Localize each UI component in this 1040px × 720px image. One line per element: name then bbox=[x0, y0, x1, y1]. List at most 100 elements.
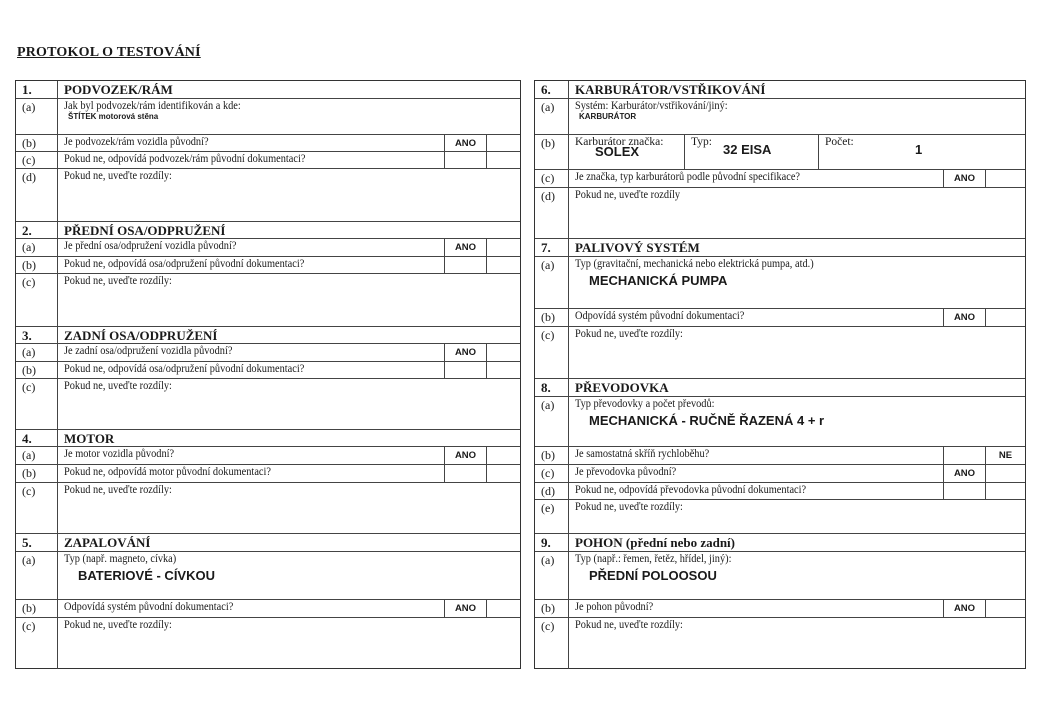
row-number: (e) bbox=[535, 500, 569, 533]
section-header: 9. POHON (přední nebo zadní) bbox=[535, 533, 1025, 551]
right-form-table: 6. KARBURÁTOR/VSTŘIKOVÁNÍ (a) Systém: Karbu… bbox=[534, 80, 1026, 669]
question-text: Odpovídá systém původní dokumentaci? bbox=[58, 600, 444, 617]
section-title: ZADNÍ OSA/ODPRUŽENÍ bbox=[64, 328, 218, 343]
answer-yes-box[interactable]: ANO bbox=[943, 309, 985, 326]
row-number: (b) bbox=[16, 362, 58, 378]
answer-value[interactable]: BATERIOVÉ - CÍVKOU bbox=[78, 568, 215, 583]
carburetor-brand-field[interactable]: Karburátor značka: SOLEX bbox=[569, 135, 684, 169]
answer-no-box[interactable] bbox=[486, 239, 520, 256]
form-row: (b) Pokud ne, odpovídá osa/odpružení půvo… bbox=[16, 256, 520, 273]
answer-no-box[interactable] bbox=[985, 483, 1025, 499]
row-number: 4. bbox=[16, 430, 58, 446]
row-number: 2. bbox=[16, 222, 58, 238]
row-number: (c) bbox=[16, 379, 58, 429]
answer-no-box[interactable] bbox=[486, 447, 520, 464]
answer-no-box[interactable] bbox=[985, 170, 1025, 187]
answer-value[interactable]: PŘEDNÍ POLOOSOU bbox=[589, 568, 717, 583]
answer-yes-box[interactable] bbox=[444, 362, 486, 378]
form-row: (b) Pokud ne, odpovídá osa/odpružení půvo… bbox=[16, 361, 520, 378]
answer-yes-box[interactable] bbox=[943, 483, 985, 499]
question-label: Je značka, typ karburátorů podle původní… bbox=[575, 171, 801, 183]
row-number: (b) bbox=[16, 135, 58, 151]
answer-yes-box[interactable]: ANO bbox=[943, 170, 985, 187]
row-number: (c) bbox=[535, 327, 569, 378]
answer-no-box[interactable] bbox=[486, 600, 520, 617]
question-label: Typ (gravitační, mechanická nebo elektri… bbox=[575, 258, 814, 270]
answer-yes-box[interactable]: ANO bbox=[444, 135, 486, 151]
form-row: (b) Je samostatná skříň rychloběhu? NE bbox=[535, 446, 1025, 464]
row-number: (b) bbox=[16, 257, 58, 273]
row-number: (a) bbox=[535, 397, 569, 446]
question-text: Pokud ne, uveďte rozdíly bbox=[569, 188, 1025, 238]
question-label: Je převodovka původní? bbox=[575, 466, 677, 478]
question-text: Je zadní osa/odpružení vozidla původní? bbox=[58, 344, 444, 361]
form-row: (c) Pokud ne, odpovídá podvozek/rám původ… bbox=[16, 151, 520, 168]
row-number: (b) bbox=[16, 465, 58, 482]
answer-yes-box[interactable] bbox=[444, 465, 486, 482]
answer-no-box[interactable] bbox=[486, 135, 520, 151]
answer-yes-box[interactable]: ANO bbox=[444, 239, 486, 256]
answer-no-box[interactable] bbox=[985, 465, 1025, 482]
answer-yes-box[interactable]: ANO bbox=[444, 600, 486, 617]
answer-yes-box[interactable]: ANO bbox=[444, 447, 486, 464]
row-number: (c) bbox=[535, 170, 569, 187]
question-label: Pokud ne, uveďte rozdíly: bbox=[575, 328, 683, 340]
answer-value[interactable]: MECHANICKÁ - RUČNĚ ŘAZENÁ 4 + r bbox=[589, 413, 825, 428]
answer-value[interactable]: ŠTÍTEK motorová stěna bbox=[68, 112, 159, 121]
answer-no-box[interactable]: NE bbox=[985, 447, 1025, 464]
form-row: (c) Je značka, typ karburátorů podle půvo… bbox=[535, 169, 1025, 187]
question-text: Typ (např. magneto, cívka) BATERIOVÉ - CÍ… bbox=[58, 552, 520, 599]
form-row: (a) Je zadní osa/odpružení vozidla původn… bbox=[16, 343, 520, 361]
answer-yes-box[interactable]: ANO bbox=[943, 465, 985, 482]
question-label: Pokud ne, odpovídá osa/odpružení původní… bbox=[64, 363, 305, 375]
form-row: (a) Jak byl podvozek/rám identifikován a … bbox=[16, 98, 520, 134]
question-label: Je přední osa/odpružení vozidla původní? bbox=[64, 240, 237, 252]
answer-yes-box[interactable] bbox=[943, 447, 985, 464]
row-number: (a) bbox=[16, 344, 58, 361]
carburetor-count-field[interactable]: Počet: 1 bbox=[818, 135, 1025, 169]
answer-no-box[interactable] bbox=[985, 600, 1025, 617]
question-label: Pokud ne, uveďte rozdíly: bbox=[64, 380, 172, 392]
answer-no-box[interactable] bbox=[486, 257, 520, 273]
section-header: 7. PALIVOVÝ SYSTÉM bbox=[535, 238, 1025, 256]
answer-no-box[interactable] bbox=[486, 152, 520, 168]
form-row: (b) Je podvozek/rám vozidla původní? ANO bbox=[16, 134, 520, 151]
row-number: (c) bbox=[16, 618, 58, 669]
question-text: Pokud ne, odpovídá osa/odpružení původní… bbox=[58, 362, 444, 378]
answer-yes-box[interactable]: ANO bbox=[444, 344, 486, 361]
answer-no-box[interactable] bbox=[486, 465, 520, 482]
type-label: Typ: bbox=[691, 136, 712, 148]
question-text: Pokud ne, uveďte rozdíly: bbox=[58, 274, 520, 326]
section-title: PŘEDNÍ OSA/ODPRUŽENÍ bbox=[64, 223, 226, 238]
answer-yes-box[interactable] bbox=[444, 152, 486, 168]
carburetor-type-field[interactable]: Typ: 32 EISA bbox=[684, 135, 818, 169]
question-text: Je pohon původní? bbox=[569, 600, 943, 617]
question-text: Je podvozek/rám vozidla původní? bbox=[58, 135, 444, 151]
row-number: 7. bbox=[535, 239, 569, 256]
row-number: (c) bbox=[535, 465, 569, 482]
row-number: (a) bbox=[535, 552, 569, 599]
question-text: Pokud ne, uveďte rozdíly: bbox=[58, 483, 520, 533]
question-label: Pokud ne, uveďte rozdíly: bbox=[64, 619, 172, 631]
answer-no-box[interactable] bbox=[486, 362, 520, 378]
section-header: 6. KARBURÁTOR/VSTŘIKOVÁNÍ bbox=[535, 81, 1025, 98]
answer-value[interactable]: MECHANICKÁ PUMPA bbox=[589, 273, 728, 288]
question-label: Je pohon původní? bbox=[575, 601, 654, 613]
question-text: Je motor vozidla původní? bbox=[58, 447, 444, 464]
form-row: (b) Odpovídá systém původní dokumentaci? A… bbox=[535, 308, 1025, 326]
form-row: (a) Je přední osa/odpružení vozidla původ… bbox=[16, 238, 520, 256]
question-text: Typ převodovky a počet převodů: MECHANICK… bbox=[569, 397, 1025, 446]
answer-value[interactable]: KARBURÁTOR bbox=[579, 112, 637, 121]
question-text: Systém: Karburátor/vstřikování/jiný: KARB… bbox=[569, 99, 1025, 134]
answer-yes-box[interactable] bbox=[444, 257, 486, 273]
type-value: 32 EISA bbox=[723, 142, 772, 157]
section-header: 8. PŘEVODOVKA bbox=[535, 378, 1025, 396]
answer-yes-box[interactable]: ANO bbox=[943, 600, 985, 617]
answer-no-box[interactable] bbox=[985, 309, 1025, 326]
question-label: Pokud ne, uveďte rozdíly: bbox=[575, 501, 683, 513]
form-row: (c) Pokud ne, uveďte rozdíly: bbox=[535, 617, 1025, 669]
form-row: (c) Pokud ne, uveďte rozdíly: bbox=[16, 617, 520, 669]
form-row: (d) Pokud ne, uveďte rozdíly bbox=[535, 187, 1025, 238]
question-label: Pokud ne, odpovídá osa/odpružení původní… bbox=[64, 258, 305, 270]
answer-no-box[interactable] bbox=[486, 344, 520, 361]
